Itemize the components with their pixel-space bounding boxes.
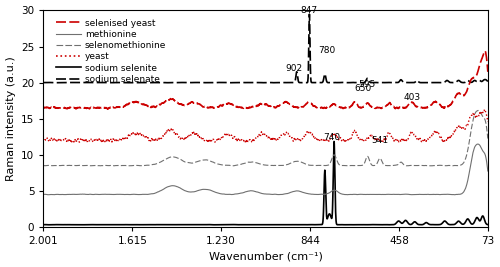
- Line: sodium selenite: sodium selenite: [44, 142, 488, 225]
- Legend: selenised yeast, methionine, selenomethionine, yeast, sodium selenite, sodium se: selenised yeast, methionine, selenomethi…: [52, 15, 170, 88]
- selenomethionine: [428, 164, 434, 167]
- Line: yeast: yeast: [44, 109, 488, 143]
- yeast: [482, 108, 488, 111]
- sodium selenite: [40, 223, 46, 226]
- yeast: [485, 120, 491, 124]
- sodium selenate: [91, 81, 97, 84]
- methionine: [428, 193, 434, 196]
- methionine: [40, 193, 46, 196]
- selenomethionine: [40, 164, 46, 167]
- selenised yeast: [40, 106, 46, 109]
- sodium selenate: [485, 80, 491, 83]
- sodium selenite: [91, 223, 97, 226]
- sodium selenite: [118, 223, 124, 226]
- methionine: [485, 169, 491, 172]
- Text: 403: 403: [403, 93, 420, 102]
- sodium selenite: [211, 223, 217, 226]
- methionine: [475, 142, 481, 146]
- sodium selenate: [40, 81, 46, 84]
- sodium selenite: [331, 140, 337, 143]
- sodium selenite: [428, 223, 434, 226]
- methionine: [50, 193, 56, 196]
- sodium selenite: [485, 223, 491, 226]
- sodium selenate: [230, 81, 236, 84]
- selenised yeast: [485, 70, 491, 73]
- selenomethionine: [118, 164, 124, 167]
- Text: 780: 780: [318, 46, 335, 55]
- yeast: [395, 141, 401, 144]
- selenomethionine: [230, 164, 236, 167]
- Text: 595: 595: [358, 80, 376, 89]
- methionine: [211, 190, 217, 193]
- selenised yeast: [104, 107, 110, 111]
- methionine: [118, 193, 124, 196]
- Y-axis label: Raman intensity (a.u.): Raman intensity (a.u.): [6, 56, 16, 181]
- selenised yeast: [211, 106, 217, 109]
- yeast: [476, 112, 482, 115]
- selenised yeast: [118, 105, 124, 108]
- methionine: [91, 193, 97, 196]
- Line: sodium selenate: sodium selenate: [44, 14, 488, 83]
- selenomethionine: [476, 109, 482, 112]
- Text: 541: 541: [372, 136, 388, 145]
- selenised yeast: [91, 106, 97, 109]
- sodium selenate: [211, 81, 217, 84]
- sodium selenate: [476, 79, 482, 82]
- selenised yeast: [428, 103, 434, 107]
- sodium selenite: [388, 223, 394, 226]
- Line: selenomethionine: selenomethionine: [44, 111, 488, 166]
- methionine: [476, 143, 482, 146]
- sodium selenate: [306, 13, 312, 16]
- selenomethionine: [111, 164, 117, 167]
- selenised yeast: [482, 49, 488, 52]
- yeast: [118, 137, 124, 140]
- methionine: [230, 193, 236, 196]
- sodium selenite: [476, 219, 482, 222]
- selenomethionine: [91, 164, 97, 167]
- Text: 740: 740: [324, 133, 341, 142]
- X-axis label: Wavenumber (cm⁻¹): Wavenumber (cm⁻¹): [208, 252, 322, 261]
- Text: 650: 650: [354, 84, 371, 93]
- Text: 847: 847: [301, 6, 318, 15]
- selenised yeast: [230, 103, 236, 107]
- yeast: [211, 139, 217, 142]
- Text: 902: 902: [286, 64, 303, 73]
- selenomethionine: [211, 161, 217, 164]
- selenomethionine: [485, 137, 491, 140]
- yeast: [91, 139, 97, 142]
- yeast: [230, 136, 236, 140]
- sodium selenate: [428, 81, 434, 84]
- selenomethionine: [475, 109, 481, 112]
- selenised yeast: [476, 65, 482, 69]
- sodium selenite: [230, 223, 236, 226]
- sodium selenate: [204, 81, 210, 84]
- Line: methionine: methionine: [44, 144, 488, 195]
- yeast: [428, 135, 434, 139]
- yeast: [40, 138, 46, 141]
- Line: selenised yeast: selenised yeast: [44, 51, 488, 109]
- sodium selenate: [118, 81, 124, 84]
